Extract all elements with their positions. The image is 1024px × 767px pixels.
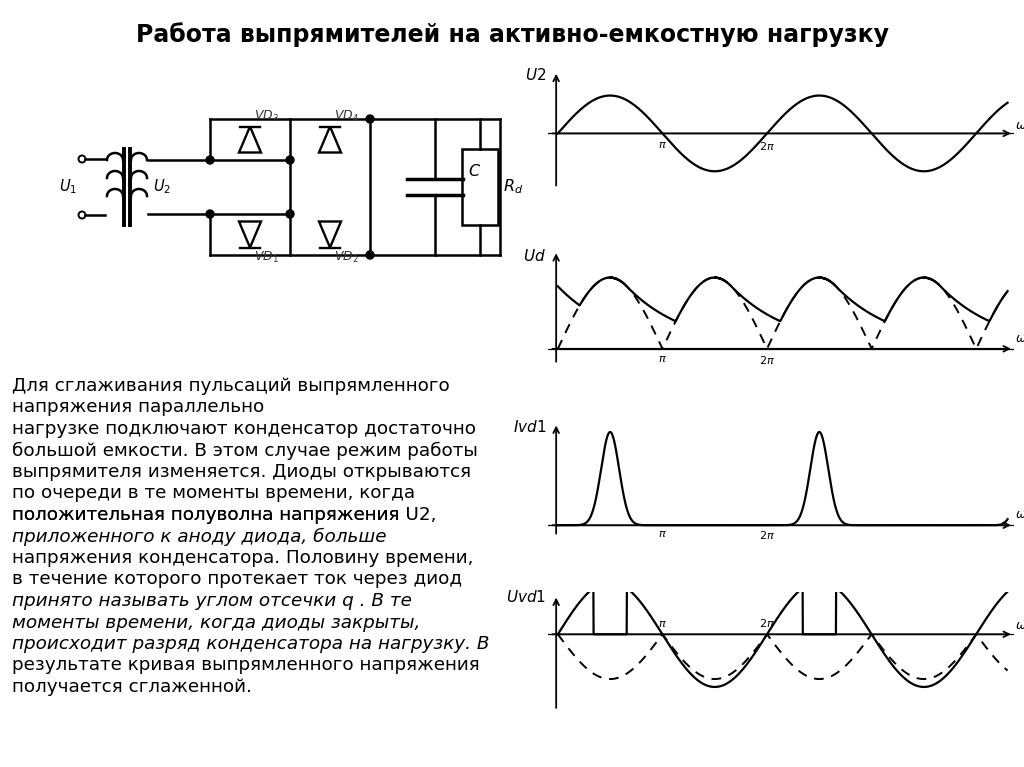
Text: в течение которого протекает ток через диод: в течение которого протекает ток через д…	[12, 571, 462, 588]
Text: $U_1$: $U_1$	[59, 178, 77, 196]
Text: результате кривая выпрямленного напряжения: результате кривая выпрямленного напряжен…	[12, 657, 480, 674]
Text: $Ivd1$: $Ivd1$	[513, 420, 546, 436]
Text: большой емкости. В этом случае режим работы: большой емкости. В этом случае режим раб…	[12, 442, 478, 459]
Text: $2\pi$: $2\pi$	[759, 617, 775, 629]
Text: $VD_4$: $VD_4$	[334, 110, 359, 124]
Text: $\omega t$: $\omega t$	[1016, 508, 1024, 521]
Text: выпрямителя изменяется. Диоды открываются: выпрямителя изменяется. Диоды открываютс…	[12, 463, 471, 481]
Text: Работа выпрямителей на активно-емкостную нагрузку: Работа выпрямителей на активно-емкостную…	[135, 22, 889, 47]
Text: $2\pi$: $2\pi$	[759, 354, 775, 366]
Circle shape	[286, 210, 294, 218]
Text: $Uvd1$: $Uvd1$	[506, 589, 546, 605]
Text: $\pi$: $\pi$	[658, 140, 667, 150]
Text: $2\pi$: $2\pi$	[759, 140, 775, 152]
Text: Для сглаживания пульсаций выпрямленного: Для сглаживания пульсаций выпрямленного	[12, 377, 450, 395]
Text: по очереди в те моменты времени, когда: по очереди в те моменты времени, когда	[12, 485, 415, 502]
Circle shape	[206, 210, 214, 218]
Text: напряжения параллельно: напряжения параллельно	[12, 399, 264, 416]
Text: $\pi$: $\pi$	[658, 619, 667, 629]
Text: положительная полуволна напряжения U2,: положительная полуволна напряжения U2,	[12, 506, 436, 524]
Text: приложенного к аноду диода, больше: приложенного к аноду диода, больше	[12, 528, 386, 546]
Text: принято называть углом отсечки q . В те: принято называть углом отсечки q . В те	[12, 592, 412, 610]
Text: получается сглаженной.: получается сглаженной.	[12, 678, 252, 696]
Polygon shape	[319, 222, 341, 248]
Text: $\omega t$: $\omega t$	[1016, 332, 1024, 345]
Text: $U2$: $U2$	[525, 67, 546, 83]
Text: моменты времени, когда диоды закрыты,: моменты времени, когда диоды закрыты,	[12, 614, 421, 631]
Text: $\omega t$: $\omega t$	[1016, 119, 1024, 131]
Text: $VD_2$: $VD_2$	[334, 249, 358, 265]
Text: $R_d$: $R_d$	[503, 178, 523, 196]
Text: $\omega t$: $\omega t$	[1016, 619, 1024, 632]
Circle shape	[366, 251, 374, 259]
Circle shape	[286, 156, 294, 164]
Text: $\pi$: $\pi$	[658, 354, 667, 364]
Text: $C$: $C$	[468, 163, 481, 179]
Bar	[462, 149, 498, 225]
Text: положительная полуволна напряжения: положительная полуволна напряжения	[12, 506, 406, 524]
Text: $U_2$: $U_2$	[153, 178, 171, 196]
Text: $VD_1$: $VD_1$	[254, 249, 279, 265]
Text: напряжения конденсатора. Половину времени,: напряжения конденсатора. Половину времен…	[12, 549, 473, 567]
Circle shape	[206, 156, 214, 164]
Text: происходит разряд конденсатора на нагрузку. В: происходит разряд конденсатора на нагруз…	[12, 635, 489, 653]
Polygon shape	[239, 127, 261, 153]
Polygon shape	[319, 127, 341, 153]
Circle shape	[366, 115, 374, 123]
Text: $VD_3$: $VD_3$	[254, 110, 280, 124]
Text: нагрузке подключают конденсатор достаточно: нагрузке подключают конденсатор достаточ…	[12, 420, 476, 438]
Text: $\pi$: $\pi$	[658, 529, 667, 539]
Polygon shape	[239, 222, 261, 248]
Text: $Ud$: $Ud$	[523, 249, 546, 264]
Text: $2\pi$: $2\pi$	[759, 529, 775, 541]
